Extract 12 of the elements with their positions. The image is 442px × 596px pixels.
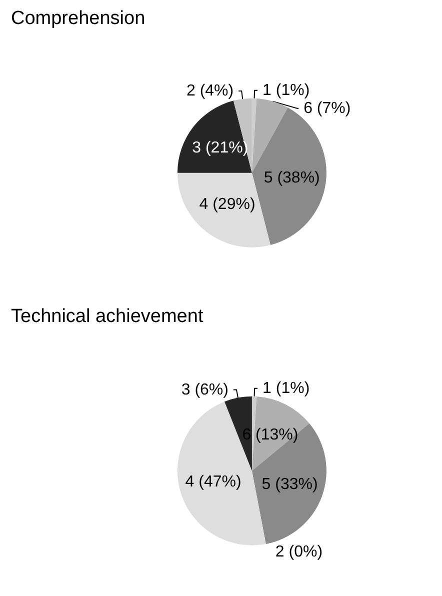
- slice-label: 5 (38%): [264, 169, 320, 186]
- slice-label: 1 (1%): [262, 82, 310, 99]
- slice-label: 6 (7%): [304, 100, 351, 117]
- slice-label: 2 (4%): [186, 82, 234, 100]
- chart-title: Comprehension: [11, 8, 146, 29]
- slice-label: 1 (1%): [262, 380, 310, 397]
- slice-label: 3 (6%): [181, 381, 228, 398]
- slice-label: 4 (29%): [199, 196, 256, 214]
- category-label: 2 (0%): [275, 543, 323, 560]
- chart-title: Technical achievement: [11, 306, 204, 327]
- slice-label: 4 (47%): [185, 474, 242, 491]
- slice-label: 5 (33%): [262, 476, 318, 493]
